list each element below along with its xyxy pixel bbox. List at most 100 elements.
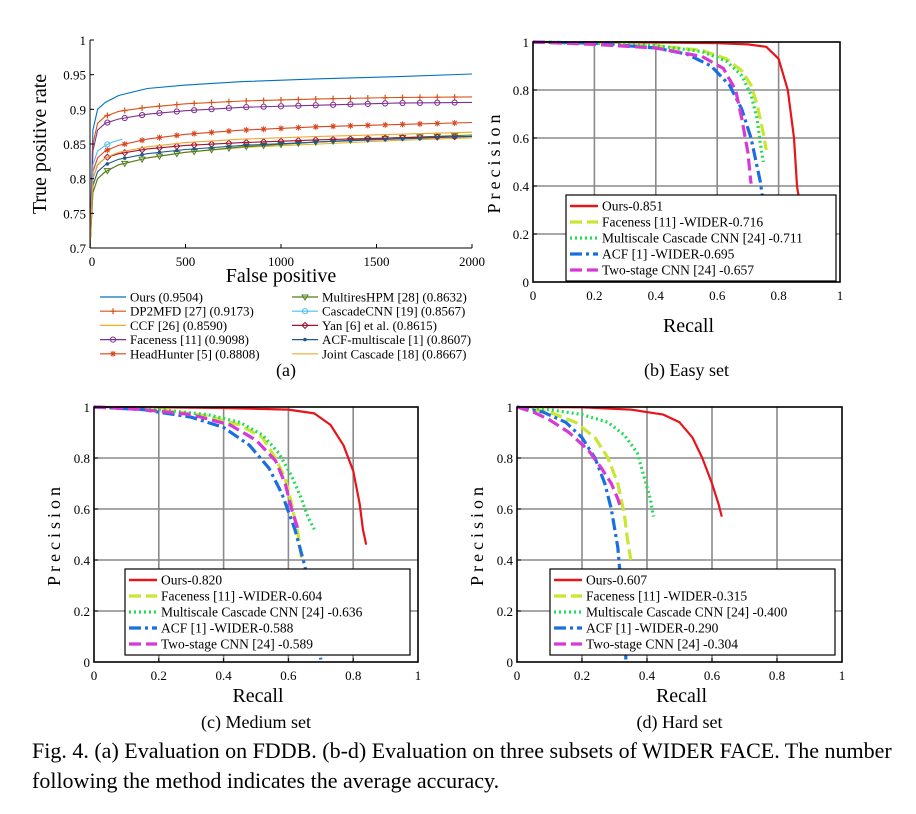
chart-c: 0 0.2 0.4 0.6 0.8 1 0 0.2 0.4 0.6 0.8 1 Recall Precis… bbox=[44, 400, 421, 733]
x-tick-label: 1500 bbox=[364, 254, 390, 269]
marker-point bbox=[400, 137, 405, 141]
marker-point bbox=[104, 119, 111, 126]
subplot-caption: (d) Hard set bbox=[637, 712, 723, 733]
x-tick-label: 0.8 bbox=[770, 288, 786, 303]
marker-point bbox=[104, 147, 111, 154]
y-tick-label: 1 bbox=[80, 33, 87, 48]
marker-point bbox=[139, 137, 146, 144]
legend-entry: ACF [1] -WIDER-0.588 bbox=[129, 621, 294, 636]
y-tick-label: 0 bbox=[507, 655, 514, 670]
marker-point bbox=[347, 122, 354, 129]
marker-point bbox=[312, 123, 319, 130]
y-tick-label: 0.7 bbox=[70, 241, 87, 256]
y-tick-label: 0.2 bbox=[497, 604, 513, 619]
marker-point bbox=[347, 101, 354, 108]
marker-point bbox=[301, 294, 309, 301]
series-line bbox=[89, 137, 473, 249]
legend-entry: Ours-0.851 bbox=[570, 199, 663, 214]
x-tick-label: 0.2 bbox=[151, 668, 167, 683]
legend-entry: Ours (0.9504) bbox=[100, 290, 203, 305]
legend-label: Two-stage CNN [24] -0.304 bbox=[586, 637, 738, 652]
series-line bbox=[89, 135, 473, 249]
marker-point bbox=[121, 141, 128, 148]
marker-point bbox=[416, 94, 423, 101]
marker-point bbox=[122, 156, 127, 160]
x-tick-label: 0.6 bbox=[704, 668, 721, 683]
marker-point bbox=[435, 135, 440, 140]
marker-point bbox=[348, 138, 353, 143]
marker-point bbox=[364, 95, 371, 102]
y-axis-label: Precision bbox=[484, 111, 504, 214]
legend-label: Ours (0.9504) bbox=[130, 290, 203, 305]
series-line bbox=[532, 40, 765, 163]
marker-point bbox=[110, 350, 116, 357]
marker-point bbox=[120, 160, 129, 168]
series-line bbox=[516, 405, 623, 510]
y-tick-label: 0.9 bbox=[70, 102, 86, 117]
marker-point bbox=[121, 107, 128, 114]
marker-point bbox=[225, 128, 232, 135]
x-axis-label: False positive bbox=[226, 265, 337, 287]
marker-point bbox=[313, 140, 318, 144]
y-axis-label: Precision bbox=[44, 483, 64, 586]
series-line bbox=[89, 135, 473, 249]
series-line bbox=[93, 405, 323, 660]
marker-point bbox=[301, 321, 309, 330]
subplot-caption: (b) Easy set bbox=[644, 360, 729, 381]
legend-entry: CascadeCNN [19] (0.8567) bbox=[292, 304, 465, 319]
marker-point bbox=[277, 103, 285, 110]
marker-point bbox=[208, 99, 215, 106]
legend-entry: Faceness [11] (0.9098) bbox=[100, 332, 249, 347]
x-tick-label: 1 bbox=[837, 288, 844, 303]
marker-point bbox=[244, 143, 249, 148]
axes-frame bbox=[532, 41, 841, 283]
series-line bbox=[532, 40, 768, 151]
series-line bbox=[93, 405, 303, 558]
y-tick-label: 0.85 bbox=[63, 137, 86, 152]
x-tick-label: 0 bbox=[89, 254, 96, 269]
series-line bbox=[516, 405, 723, 517]
marker-point bbox=[295, 124, 302, 131]
legend-entry: Two-stage CNN [24] -0.304 bbox=[554, 637, 738, 652]
marker-point bbox=[260, 126, 267, 133]
x-tick-label: 0 bbox=[514, 668, 521, 683]
x-tick-label: 0.6 bbox=[709, 288, 726, 303]
marker-point bbox=[434, 120, 441, 127]
legend-entry: Two-stage CNN [24] -0.589 bbox=[129, 637, 313, 652]
x-tick-label: 2000 bbox=[459, 254, 485, 269]
legend-label: Faceness [11] -WIDER-0.604 bbox=[161, 589, 322, 604]
marker-point bbox=[208, 129, 215, 136]
chart-b: 0 0.2 0.4 0.6 0.8 1 0 0.2 0.4 0.6 0.8 1 Recall Precis… bbox=[484, 35, 843, 381]
marker-point bbox=[139, 105, 146, 112]
marker-point bbox=[399, 121, 406, 128]
legend-entry: Ours-0.820 bbox=[129, 573, 222, 588]
marker-point bbox=[383, 137, 387, 142]
x-tick-label: 0.2 bbox=[586, 288, 602, 303]
legend-entry: Faceness [11] -WIDER-0.716 bbox=[570, 215, 763, 230]
marker-point bbox=[156, 103, 163, 110]
legend-box bbox=[549, 568, 836, 656]
marker-point bbox=[243, 104, 250, 111]
legend-entry: Multiscale Cascade CNN [24] -0.711 bbox=[570, 231, 803, 246]
marker-point bbox=[366, 138, 370, 142]
y-tick-label: 1 bbox=[84, 400, 91, 415]
marker-point bbox=[156, 134, 163, 141]
legend-label: Two-stage CNN [24] -0.657 bbox=[602, 263, 754, 278]
legend-entry: Faceness [11] -WIDER-0.315 bbox=[554, 589, 747, 604]
legend-label: Two-stage CNN [24] -0.589 bbox=[161, 637, 313, 652]
series-markers bbox=[104, 119, 458, 154]
x-tick-label: 0.4 bbox=[215, 668, 232, 683]
y-tick-label: 0.2 bbox=[74, 604, 90, 619]
series-line bbox=[89, 96, 473, 249]
series-markers bbox=[104, 141, 111, 148]
marker-point bbox=[296, 141, 301, 145]
series-markers bbox=[105, 135, 457, 166]
y-tick-label: 0.8 bbox=[70, 172, 86, 187]
marker-point bbox=[382, 121, 389, 128]
chart-d: 0 0.2 0.4 0.6 0.8 1 0 0.2 0.4 0.6 0.8 1 Recall Precis… bbox=[467, 400, 845, 733]
marker-point bbox=[209, 145, 214, 150]
marker-point bbox=[329, 101, 337, 108]
marker-point bbox=[451, 94, 458, 101]
series-line bbox=[516, 405, 633, 561]
